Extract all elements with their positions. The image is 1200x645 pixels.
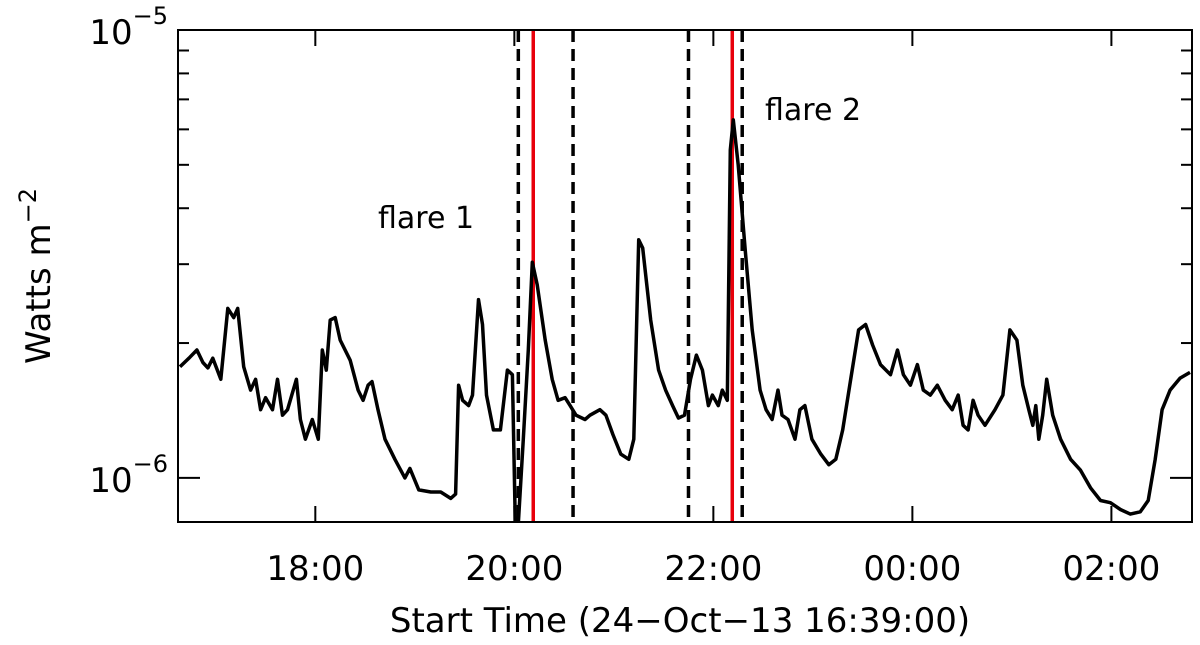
annotation: flare 1 [378, 201, 474, 236]
y-tick-base: 10 [89, 461, 132, 501]
annotation: flare 2 [765, 93, 861, 128]
y-tick-label: 10−5 [89, 2, 168, 53]
x-tick-label: 22:00 [664, 549, 762, 589]
y-tick-label: 10−6 [89, 450, 168, 501]
y-axis-label-text: Watts m [19, 223, 59, 364]
y-tick-exponent: −5 [133, 2, 168, 30]
x-tick-label: 18:00 [266, 549, 364, 589]
x-tick-label: 02:00 [1062, 549, 1160, 589]
y-axis-label-exponent: −2 [14, 188, 42, 223]
plot-area [178, 30, 1191, 522]
y-tick-exponent: −6 [133, 450, 168, 478]
x-axis-label: Start Time (24−Oct−13 16:39:00) [390, 601, 970, 641]
x-tick-label: 00:00 [863, 549, 961, 589]
y-tick-base: 10 [89, 13, 132, 53]
y-axis-label: Watts m−2 [14, 188, 59, 364]
plot-frame [177, 29, 1193, 523]
data-line [178, 118, 1191, 522]
x-tick-label: 20:00 [465, 549, 563, 589]
